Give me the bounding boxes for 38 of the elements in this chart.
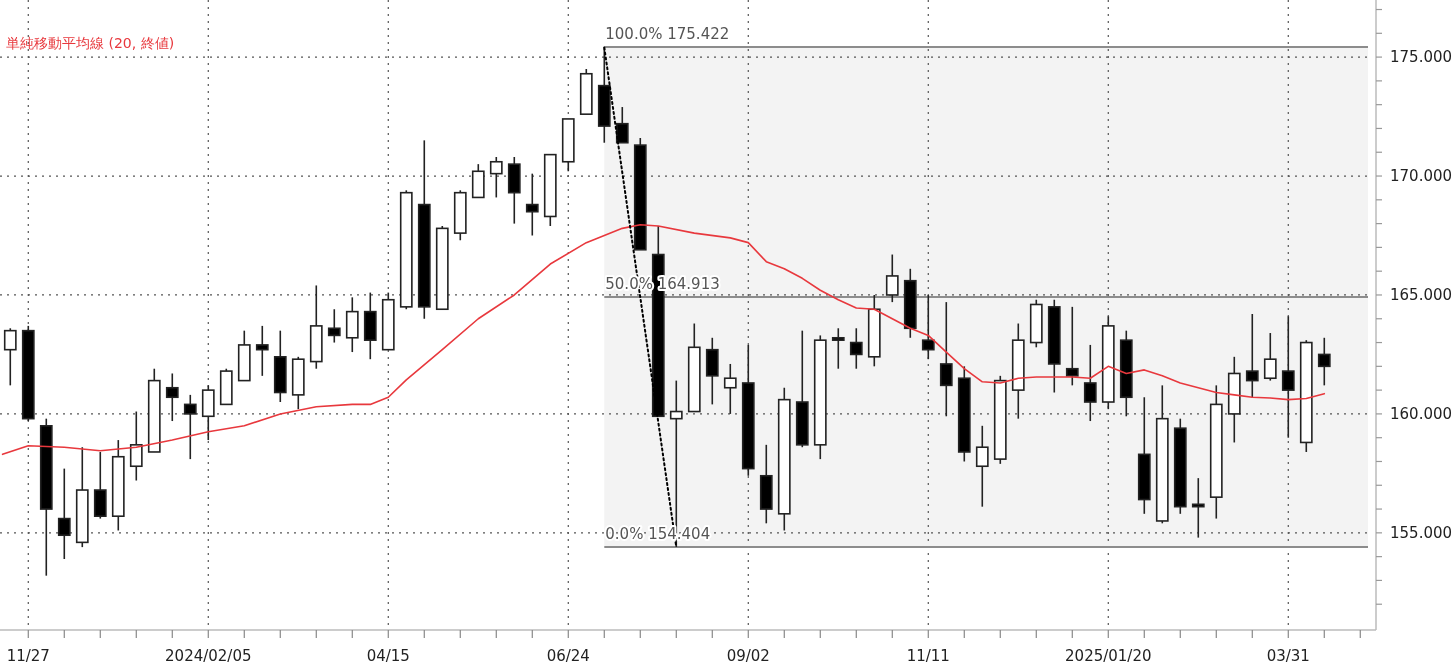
y-tick-label: 170.000 [1390, 167, 1453, 186]
candlestick [849, 327, 863, 370]
candlestick [165, 372, 179, 422]
candlestick [525, 172, 539, 237]
candlestick [489, 156, 503, 199]
candlestick [1245, 313, 1259, 399]
candlestick [975, 425, 989, 508]
x-tick-label: 2024/02/05 [165, 647, 252, 665]
candlestick [939, 301, 953, 418]
x-tick-label: 06/24 [546, 647, 590, 665]
x-tick-label: 2025/01/20 [1065, 647, 1152, 665]
candlestick [1083, 344, 1097, 422]
y-tick-label: 160.000 [1390, 404, 1453, 423]
candlestick [183, 394, 197, 460]
candlestick [129, 410, 143, 482]
text: 単純移動平均線 (20, 終値) [6, 35, 175, 51]
candlestick [57, 467, 71, 560]
x-tick-label: 03/31 [1266, 647, 1310, 665]
y-tick-label: 175.000 [1390, 48, 1453, 67]
candlestick [831, 327, 845, 370]
candlestick [921, 294, 935, 360]
x-tick-label: 09/02 [726, 647, 770, 665]
candlestick [3, 327, 17, 387]
x-tick-label: 04/15 [366, 647, 410, 665]
x-tick-label: 11/27 [6, 647, 50, 665]
y-tick-label: 165.000 [1390, 285, 1453, 304]
candlestick [255, 325, 269, 377]
candlestick [1281, 315, 1295, 439]
candlestick [1065, 306, 1079, 387]
candlestick [1317, 336, 1331, 387]
ref-line-label: 100.0% 175.422 [605, 25, 730, 44]
candlestick [327, 308, 341, 344]
candlestick [723, 363, 737, 415]
candlestick [615, 106, 629, 144]
y-tick-label: 155.000 [1390, 523, 1453, 542]
x-tick-label: 11/11 [906, 647, 950, 665]
candlestick [885, 253, 899, 303]
candlestick [1263, 332, 1277, 382]
